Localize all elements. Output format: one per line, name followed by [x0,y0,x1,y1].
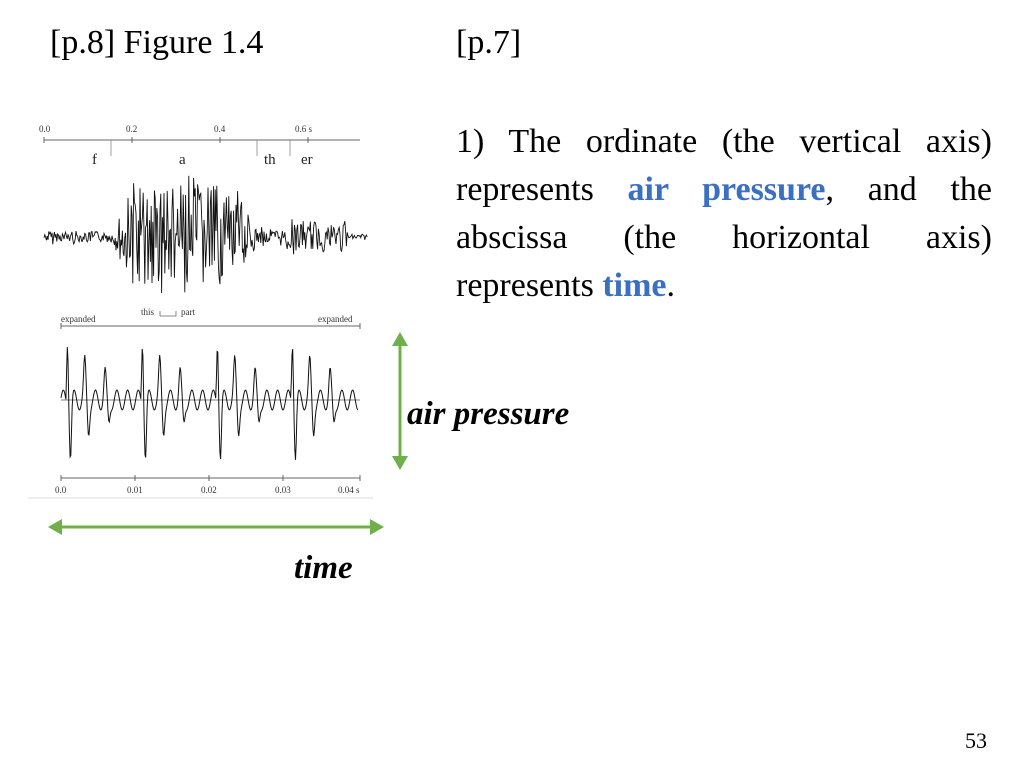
bottom-tick-0: 0.0 [55,485,67,495]
horizontal-double-arrow-icon [48,519,384,535]
body-text-part2: , and the abscissa (the horizontal axis)… [456,171,992,304]
vertical-double-arrow-icon [392,332,408,470]
top-tick-0: 0.0 [39,124,51,134]
page-number: 53 [965,728,987,753]
body-paragraph: 1) The ordinate (the vertical axis) repr… [456,118,992,310]
bottom-tick-2: 0.02 [201,485,217,495]
segment-er: er [301,152,313,168]
expanded-left-label: expanded [61,314,96,324]
top-tick-2: 0.4 [214,124,226,134]
segment-th: th [264,152,276,168]
expanded-right-label: expanded [318,314,353,324]
page-reference-heading: [p.7] [456,24,522,61]
part-label: part [181,307,195,317]
top-tick-3: 0.6 s [295,124,313,134]
bottom-tick-3: 0.03 [275,485,291,495]
figure-reference-heading: [p.8] Figure 1.4 [50,24,264,61]
waveform-figure: 0.0 0.2 0.4 0.6 s f a th er expanded exp… [28,120,373,505]
segment-a: a [179,152,186,168]
segment-f: f [92,152,97,168]
bottom-tick-1: 0.01 [127,485,143,495]
highlight-time: time [602,267,667,304]
utterance-waveform [43,175,368,294]
air-pressure-axis-label: air pressure [407,396,570,432]
body-text-part1: 1) The ordinate (the vertical axis) repr… [456,123,992,208]
time-axis-label: time [294,550,353,586]
top-tick-1: 0.2 [126,124,137,134]
body-text-part3: . [666,267,676,304]
expanded-waveform [60,346,359,460]
this-label: this [141,307,155,317]
bottom-tick-4: 0.04 s [338,485,360,495]
highlight-air-pressure: air pressure [627,171,826,208]
